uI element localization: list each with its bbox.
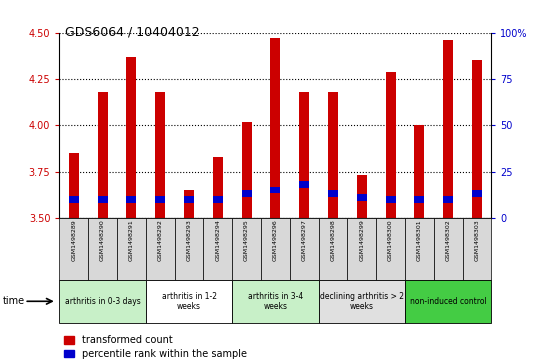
Text: GSM1498294: GSM1498294 (215, 219, 220, 261)
Text: GSM1498297: GSM1498297 (302, 219, 307, 261)
Bar (146, 218, 174, 280)
Text: arthritis in 0-3 days: arthritis in 0-3 days (65, 297, 140, 306)
Bar (69, 153, 79, 218)
Bar (232, 218, 261, 280)
Legend: transformed count, percentile rank within the sample: transformed count, percentile rank withi… (64, 335, 247, 359)
Bar (472, 61, 482, 218)
Bar (241, 122, 252, 218)
Bar (290, 218, 319, 280)
Bar (232, 280, 319, 323)
Text: GSM1498292: GSM1498292 (158, 219, 163, 261)
Text: GSM1498290: GSM1498290 (100, 219, 105, 261)
Bar (386, 72, 396, 218)
Bar (328, 191, 338, 197)
Bar (126, 57, 137, 218)
Bar (155, 92, 165, 218)
Bar (204, 218, 232, 280)
Text: arthritis in 1-2
weeks: arthritis in 1-2 weeks (161, 291, 217, 311)
Bar (126, 196, 137, 203)
Text: GSM1498298: GSM1498298 (330, 219, 335, 261)
Bar (376, 218, 405, 280)
Bar (117, 218, 146, 280)
Bar (357, 175, 367, 218)
Bar (59, 280, 146, 323)
Bar (98, 196, 107, 203)
Text: GSM1498295: GSM1498295 (244, 219, 249, 261)
Bar (213, 196, 223, 203)
Text: GSM1498302: GSM1498302 (446, 219, 451, 261)
Bar (299, 181, 309, 188)
Text: arthritis in 3-4
weeks: arthritis in 3-4 weeks (248, 291, 303, 311)
Bar (414, 125, 424, 218)
Bar (443, 196, 453, 203)
Bar (241, 191, 252, 197)
Bar (271, 187, 280, 193)
Text: GSM1498293: GSM1498293 (186, 219, 192, 261)
Bar (98, 92, 107, 218)
Bar (319, 280, 405, 323)
Bar (357, 194, 367, 201)
Text: time: time (3, 296, 25, 306)
Bar (299, 92, 309, 218)
Bar (59, 218, 88, 280)
Bar (414, 196, 424, 203)
Bar (472, 191, 482, 197)
Text: GSM1498303: GSM1498303 (475, 219, 480, 261)
Bar (184, 196, 194, 203)
Bar (155, 196, 165, 203)
Text: GSM1498289: GSM1498289 (71, 219, 76, 261)
Bar (319, 218, 347, 280)
Bar (347, 218, 376, 280)
Bar (405, 218, 434, 280)
Text: GSM1498301: GSM1498301 (417, 219, 422, 261)
Text: declining arthritis > 2
weeks: declining arthritis > 2 weeks (320, 291, 404, 311)
Bar (271, 38, 280, 218)
Bar (463, 218, 491, 280)
Bar (146, 280, 232, 323)
Text: GSM1498299: GSM1498299 (359, 219, 364, 261)
Text: GSM1498291: GSM1498291 (129, 219, 134, 261)
Bar (174, 218, 204, 280)
Bar (69, 196, 79, 203)
Bar (405, 280, 491, 323)
Bar (261, 218, 290, 280)
Bar (328, 92, 338, 218)
Bar (386, 196, 396, 203)
Bar (434, 218, 463, 280)
Text: GDS6064 / 10404012: GDS6064 / 10404012 (65, 25, 199, 38)
Text: non-induced control: non-induced control (410, 297, 487, 306)
Text: GSM1498300: GSM1498300 (388, 219, 393, 261)
Bar (88, 218, 117, 280)
Bar (184, 190, 194, 218)
Text: GSM1498296: GSM1498296 (273, 219, 278, 261)
Bar (443, 40, 453, 218)
Bar (213, 157, 223, 218)
